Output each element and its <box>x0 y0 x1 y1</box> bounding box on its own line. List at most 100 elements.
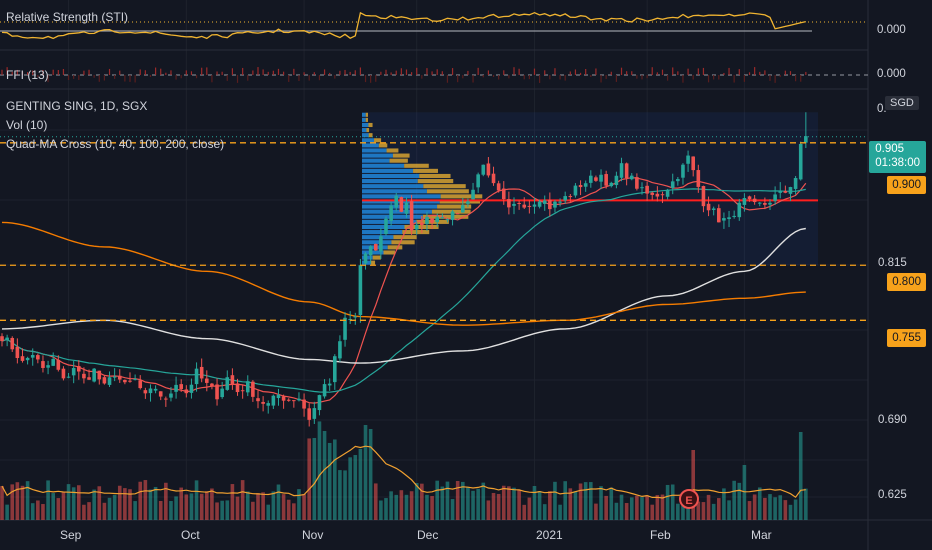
level-tag-0755: 0.755 <box>887 329 926 347</box>
ffi-bar <box>754 67 756 75</box>
volume-bar <box>10 484 15 520</box>
ffi-bar <box>487 70 489 75</box>
candlesticks <box>0 112 808 427</box>
ffi-bar <box>590 75 592 78</box>
profile-bar-up <box>362 230 403 235</box>
candle-body <box>517 202 521 204</box>
ffi-bar <box>482 75 484 78</box>
time-axis-label: Oct <box>181 528 200 542</box>
volume-profile-histogram <box>362 112 818 265</box>
candle-body <box>123 379 127 383</box>
volume-bar <box>440 486 445 520</box>
candle-body <box>665 189 670 197</box>
profile-bar-up <box>362 209 432 214</box>
volume-bar <box>563 481 567 520</box>
volume-bar <box>512 487 516 520</box>
ffi-bar <box>385 69 387 75</box>
candle-body <box>691 156 695 171</box>
volume-bar <box>394 494 399 520</box>
volume-bar <box>522 504 527 520</box>
profile-bar-up <box>362 133 369 138</box>
volume-bar <box>92 489 96 520</box>
ffi-bar <box>518 68 520 75</box>
candle-body <box>594 177 598 181</box>
volume-bar <box>312 437 317 520</box>
candle-body <box>686 155 690 164</box>
symbol-title[interactable]: GENTING SING, 1D, SGX <box>6 99 148 113</box>
candle-body <box>645 185 649 194</box>
volume-bar <box>215 502 219 520</box>
candle-body <box>92 368 96 382</box>
profile-bar-down <box>437 204 472 209</box>
ffi-bar <box>784 70 786 75</box>
profile-bar-up <box>362 168 414 173</box>
candle-body <box>783 190 788 193</box>
candle-body <box>373 244 378 251</box>
ffi-bar <box>313 72 315 75</box>
volume-bar <box>517 489 521 520</box>
volume-bar <box>271 491 276 520</box>
volume-legend[interactable]: Vol (10) <box>6 118 48 132</box>
ffi-bar <box>426 68 428 75</box>
ffi-bar <box>216 71 218 75</box>
candle-body <box>148 388 153 394</box>
candle-body <box>82 373 86 379</box>
candle-body <box>404 202 409 214</box>
volume-bar <box>240 480 245 520</box>
profile-bar-down <box>413 168 438 173</box>
volume-bar <box>742 465 747 520</box>
volume-bar <box>245 491 250 520</box>
candle-body <box>471 189 475 200</box>
candle-body <box>537 201 542 207</box>
ffi-bar <box>359 67 361 75</box>
profile-bar-up <box>362 250 384 255</box>
volume-bar <box>793 499 798 520</box>
volume-bar <box>696 501 701 520</box>
ffi-bar <box>795 75 797 82</box>
volume-bar <box>373 483 378 520</box>
ffi-bar <box>170 70 172 75</box>
ffi-bar <box>774 75 776 83</box>
volume-bar <box>604 495 608 520</box>
volume-bar <box>15 482 20 520</box>
candle-body <box>107 377 112 385</box>
ffi-bar <box>293 68 295 75</box>
volume-profile-range <box>362 112 818 266</box>
currency-badge[interactable]: SGD <box>885 96 919 110</box>
volume-bar <box>82 504 86 520</box>
volume-bar <box>41 504 45 520</box>
ffi-bar <box>620 67 623 75</box>
volume-bar <box>230 484 235 520</box>
volume-bar <box>281 494 286 520</box>
volume-bar <box>107 497 112 520</box>
candle-body <box>757 202 762 204</box>
volume-bar <box>665 484 670 520</box>
volume-bar <box>491 492 496 520</box>
candle-body <box>425 216 429 224</box>
profile-bar-up <box>362 122 369 128</box>
volume-bar <box>527 497 532 520</box>
ffi-bar <box>206 67 208 75</box>
profile-bar-up <box>362 224 405 230</box>
candle-body <box>189 384 194 393</box>
ffi-bar <box>707 75 710 83</box>
volume-bar <box>461 481 465 520</box>
candle-body <box>133 378 137 380</box>
candle-body <box>97 370 102 380</box>
ffi-bar <box>114 75 116 79</box>
candle-body <box>706 203 711 211</box>
candle-body <box>604 174 608 186</box>
candle-body <box>307 408 311 420</box>
ffi-bar <box>441 71 443 75</box>
volume-bar <box>266 504 271 520</box>
earnings-marker-icon[interactable]: E <box>679 489 699 509</box>
ffi-bar <box>236 75 239 83</box>
candle-body <box>512 203 516 206</box>
ffi-bar <box>67 75 70 80</box>
ma-cross-legend[interactable]: Quad-MA Cross (10, 40, 100, 200, close) <box>6 137 225 151</box>
volume-bar <box>670 484 675 520</box>
volume-bar <box>363 425 368 520</box>
candle-body <box>245 381 250 393</box>
